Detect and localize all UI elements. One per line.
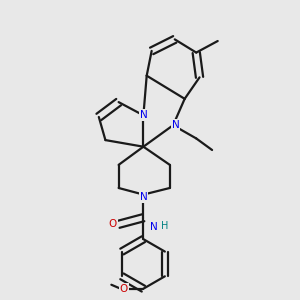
Text: N: N bbox=[150, 222, 158, 232]
Text: O: O bbox=[119, 284, 128, 294]
Text: N: N bbox=[140, 110, 147, 120]
Text: N: N bbox=[140, 192, 147, 202]
Text: H: H bbox=[161, 221, 169, 231]
Text: O: O bbox=[109, 219, 117, 229]
Text: N: N bbox=[172, 120, 180, 130]
